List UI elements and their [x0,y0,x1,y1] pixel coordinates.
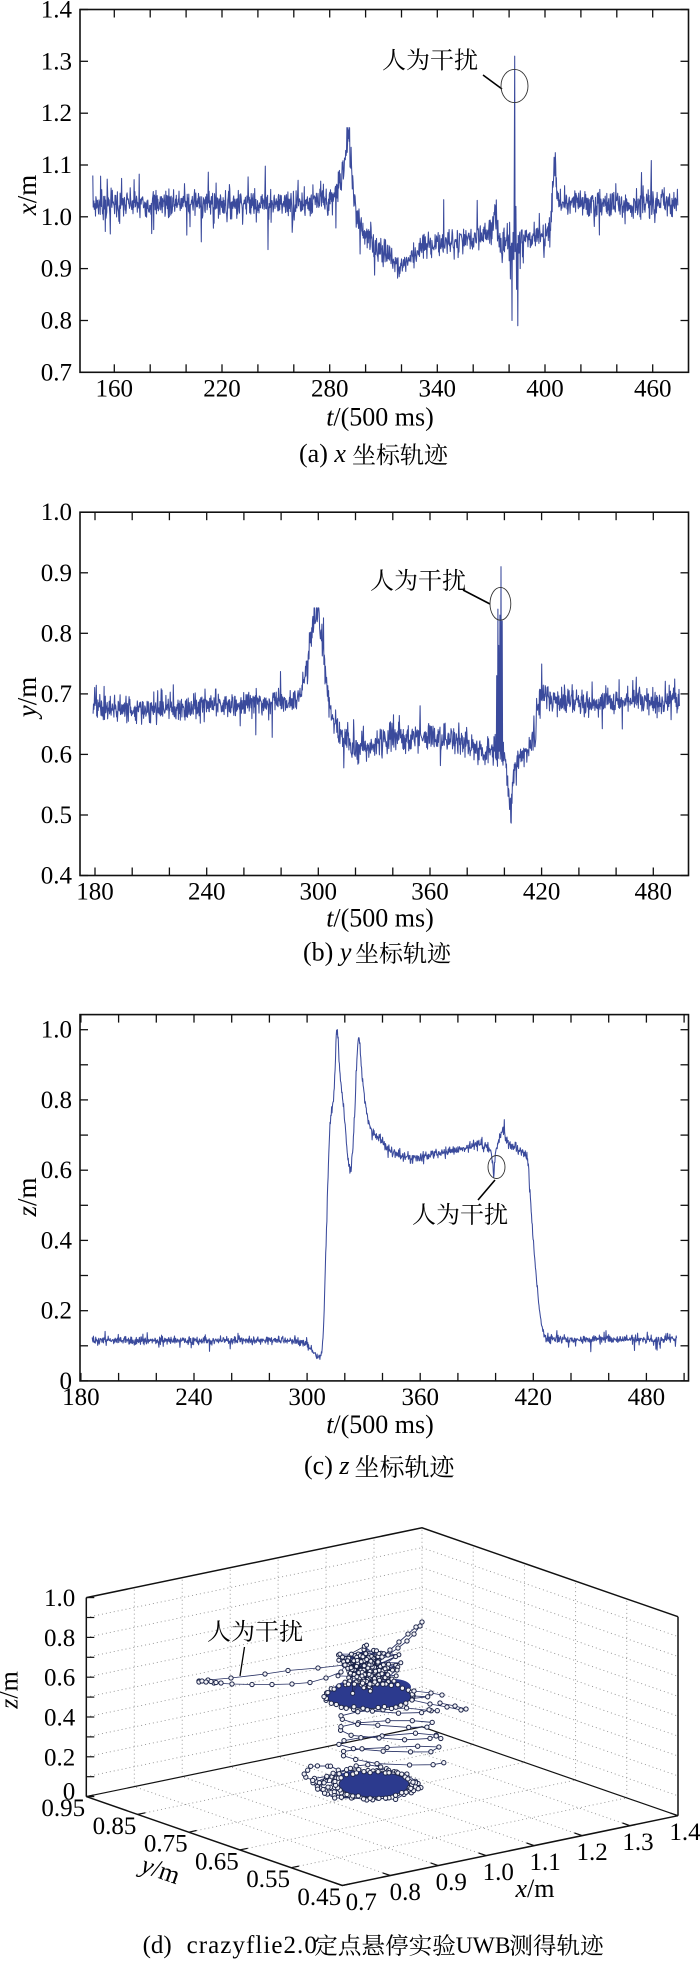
svg-text:340: 340 [419,375,457,402]
svg-text:360: 360 [401,1384,439,1411]
svg-text:0.6: 0.6 [41,741,72,768]
svg-text:1.1: 1.1 [529,1849,560,1876]
svg-text:1.2: 1.2 [576,1839,607,1866]
svg-text:1.0: 1.0 [44,1585,75,1612]
svg-text:crazyflie2.0: crazyflie2.0 [187,1932,318,1959]
svg-text:0.45: 0.45 [297,1884,341,1911]
svg-text:240: 240 [175,1384,213,1411]
svg-text:0.4: 0.4 [44,1705,76,1732]
svg-text:0.6: 0.6 [44,1665,75,1692]
svg-text:1.3: 1.3 [622,1829,653,1856]
svg-text:480: 480 [628,1384,666,1411]
svg-text:420: 420 [523,879,561,906]
svg-text:0.65: 0.65 [195,1848,239,1875]
svg-text:0.8: 0.8 [41,1087,72,1114]
svg-text:z/m: z/m [12,1177,42,1217]
svg-text:t/(500 ms): t/(500 ms) [326,904,434,933]
svg-text:t/(500 ms): t/(500 ms) [326,1410,434,1439]
svg-text:300: 300 [288,1384,326,1411]
svg-text:460: 460 [634,375,672,402]
svg-text:z/m: z/m [0,1671,24,1710]
svg-text:1.4: 1.4 [41,0,73,24]
svg-text:0.4: 0.4 [41,863,73,890]
svg-text:t/(500 ms): t/(500 ms) [326,403,434,432]
svg-text:1.4: 1.4 [669,1819,700,1846]
svg-text:300: 300 [300,879,338,906]
svg-text:x/m: x/m [12,175,42,217]
svg-text:160: 160 [96,375,134,402]
svg-text:0.8: 0.8 [390,1879,421,1906]
svg-text:0.9: 0.9 [41,256,72,283]
svg-text:0.2: 0.2 [41,1298,72,1325]
svg-text:400: 400 [526,375,564,402]
svg-text:(b) y: (b) y [303,938,352,967]
svg-text:1.2: 1.2 [41,100,72,127]
svg-text:1.0: 1.0 [41,1017,72,1044]
svg-text:1.0: 1.0 [41,204,72,231]
svg-text:(d): (d) [143,1932,172,1959]
svg-text:0.4: 0.4 [41,1227,73,1254]
svg-text:0.8: 0.8 [41,620,72,647]
svg-text:0.7: 0.7 [41,681,72,708]
svg-text:0.6: 0.6 [41,1157,72,1184]
svg-text:0.95: 0.95 [41,1795,85,1822]
svg-text:1.0: 1.0 [41,499,72,526]
svg-text:0.5: 0.5 [41,802,72,829]
svg-text:1.0: 1.0 [483,1859,514,1886]
svg-text:0.8: 0.8 [41,308,72,335]
svg-text:0.9: 0.9 [436,1869,467,1896]
svg-text:0.7: 0.7 [41,359,72,386]
svg-text:180: 180 [76,879,114,906]
svg-text:180: 180 [62,1384,100,1411]
svg-text:0.85: 0.85 [93,1813,137,1840]
svg-text:240: 240 [188,879,226,906]
svg-text:x/m: x/m [515,1874,555,1903]
svg-text:0.7: 0.7 [346,1889,377,1916]
svg-text:0.55: 0.55 [246,1866,290,1893]
svg-text:0.8: 0.8 [44,1625,75,1652]
svg-text:0.9: 0.9 [41,560,72,587]
svg-text:1.3: 1.3 [41,48,72,75]
svg-text:(a) x: (a) x [299,439,346,468]
svg-text:420: 420 [515,1384,553,1411]
svg-text:360: 360 [411,879,449,906]
svg-text:220: 220 [203,375,241,402]
svg-text:UWB: UWB [456,1933,511,1959]
svg-text:0.2: 0.2 [44,1744,75,1771]
svg-text:280: 280 [311,375,349,402]
svg-text:1.1: 1.1 [41,152,72,179]
svg-text:(c) z: (c) z [304,1451,349,1480]
svg-text:480: 480 [635,879,673,906]
svg-text:y/m: y/m [12,677,42,721]
